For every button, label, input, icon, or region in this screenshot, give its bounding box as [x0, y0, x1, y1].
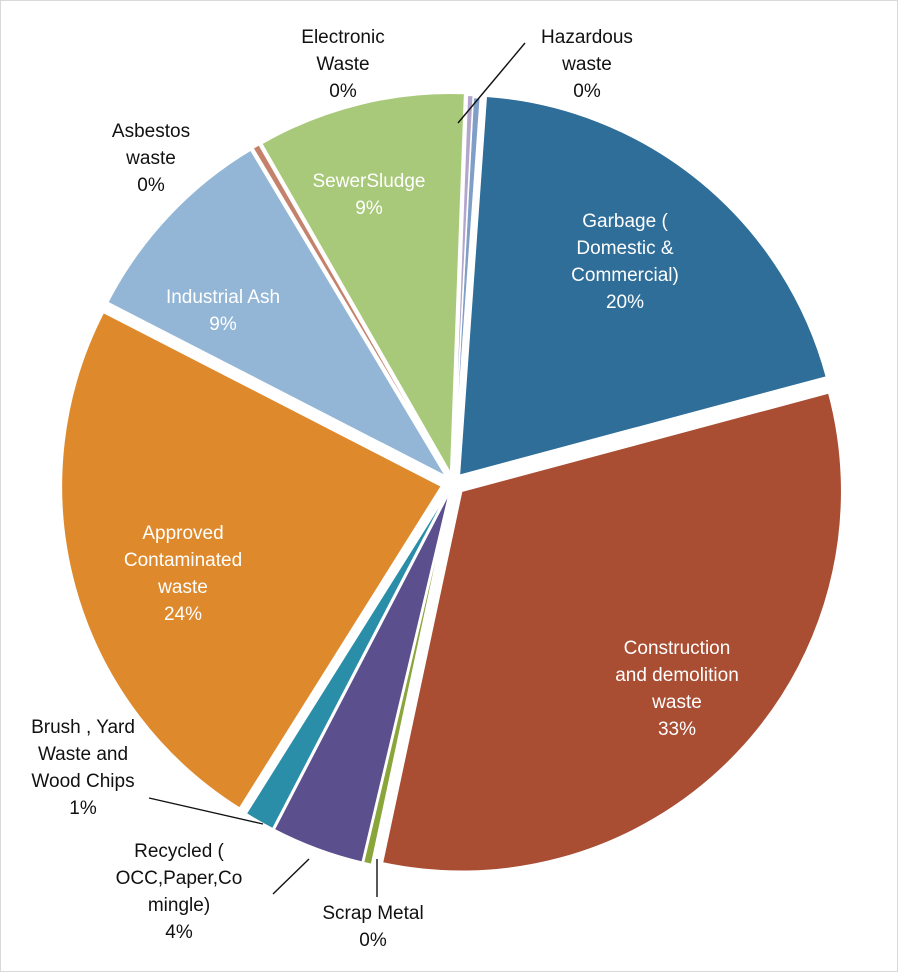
slice-label-line: Domestic & [576, 238, 673, 259]
slice-label-line: 20% [606, 292, 644, 313]
slice-label-construction-and-demolition-waste: Construction and demolition waste 33% [615, 638, 739, 740]
slice-label-scrap-metal: Scrap Metal 0% [322, 903, 423, 951]
slice-label-line: waste [157, 577, 208, 598]
slice-label-line: mingle) [148, 895, 210, 916]
slice-label-approved-contaminated-waste: Approved Contaminated waste 24% [124, 523, 242, 625]
slice-label-line: Approved [142, 523, 223, 544]
slice-label-line: and demolition [615, 665, 739, 686]
leader-line-brush-yard-waste-and-wood-chips [148, 797, 264, 825]
pie-slice-brush-yard-waste-and-wood-chips [245, 491, 449, 830]
slice-label-line: 0% [573, 81, 601, 102]
slice-label-line: Scrap Metal [322, 903, 423, 924]
slice-label-line: Waste and [38, 744, 128, 765]
slice-label-line: OCC,Paper,Co [116, 868, 243, 889]
pie-slice-approved-contaminated-waste [60, 311, 443, 810]
slice-label-line: 0% [329, 81, 357, 102]
pie-slice-recycled-occ-paper-co-mingle [273, 492, 451, 864]
pie-slice-construction-and-demolition-waste [381, 391, 843, 873]
slice-label-garbage-domestic-commercial: Garbage ( Domestic & Commercial) 20% [571, 211, 679, 313]
leader-line-recycled-occ-paper-co-mingle [272, 858, 310, 895]
leader-line-hazardous-waste [457, 42, 526, 124]
slice-label-line: Recycled ( [134, 841, 224, 862]
slice-label-sewersludge: SewerSludge 9% [312, 171, 425, 219]
slice-label-line: Garbage ( [582, 211, 668, 232]
pie-slice-industrial-ash [106, 148, 448, 479]
slice-label-recycled-occ-paper-co-mingle: Recycled ( OCC,Paper,Co mingle) 4% [116, 841, 243, 943]
slice-label-brush-yard-waste-and-wood-chips: Brush , Yard Waste and Wood Chips 1% [31, 717, 135, 819]
slice-label-line: SewerSludge [312, 171, 425, 192]
slice-label-line: Electronic [301, 27, 384, 48]
pie-slice-electronic-waste [452, 94, 475, 476]
slice-label-asbestos-waste: Asbestos waste 0% [112, 121, 190, 196]
slice-label-line: 4% [165, 922, 193, 943]
slice-label-line: 0% [359, 930, 387, 951]
slice-label-line: 24% [164, 604, 202, 625]
pie-slice-asbestos-waste [251, 143, 449, 475]
slice-label-line: Wood Chips [31, 771, 134, 792]
pie-slice-sewersludge [260, 92, 466, 476]
pie-slice-garbage-domestic-commercial [458, 95, 828, 477]
slice-label-line: waste [651, 692, 702, 713]
slice-label-hazardous-waste: Hazardous waste 0% [541, 27, 633, 102]
slice-label-line: 9% [355, 198, 383, 219]
slice-label-line: Asbestos [112, 121, 190, 142]
pie-slice-scrap-metal [362, 492, 452, 866]
slice-label-line: Waste [316, 54, 369, 75]
slice-label-industrial-ash: Industrial Ash 9% [166, 287, 280, 335]
slice-label-electronic-waste: Electronic Waste 0% [301, 27, 384, 102]
slice-label-line: 0% [137, 175, 165, 196]
slice-label-line: Construction [624, 638, 731, 659]
slice-label-line: 9% [209, 314, 237, 335]
slice-label-line: waste [561, 54, 612, 75]
slice-label-line: 33% [658, 719, 696, 740]
slice-label-line: Brush , Yard [31, 717, 135, 738]
slice-label-line: Commercial) [571, 265, 679, 286]
slice-label-line: Industrial Ash [166, 287, 280, 308]
slice-label-line: waste [125, 148, 176, 169]
slice-label-line: Contaminated [124, 550, 242, 571]
slice-label-line: 1% [69, 798, 97, 819]
slice-label-line: Hazardous [541, 27, 633, 48]
